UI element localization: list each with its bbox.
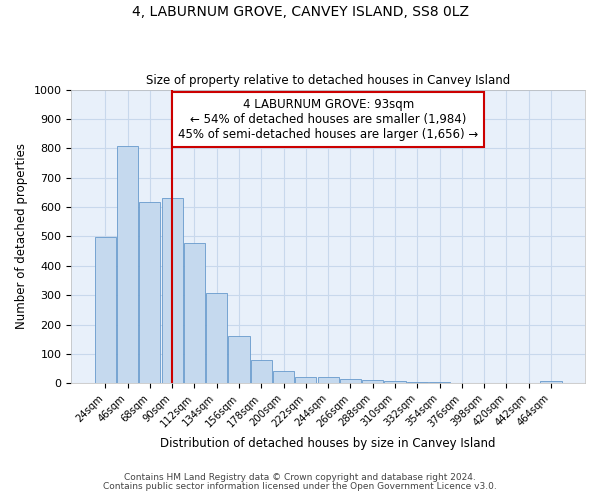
Bar <box>317 377 339 384</box>
Bar <box>295 377 316 384</box>
Bar <box>407 382 428 384</box>
Bar <box>184 243 205 384</box>
Bar <box>229 336 250 384</box>
Bar <box>117 146 138 384</box>
Bar <box>340 379 361 384</box>
Bar <box>139 202 160 384</box>
Text: 4 LABURNUM GROVE: 93sqm
← 54% of detached houses are smaller (1,984)
45% of semi: 4 LABURNUM GROVE: 93sqm ← 54% of detache… <box>178 98 478 142</box>
Title: Size of property relative to detached houses in Canvey Island: Size of property relative to detached ho… <box>146 74 510 87</box>
Bar <box>95 238 116 384</box>
X-axis label: Distribution of detached houses by size in Canvey Island: Distribution of detached houses by size … <box>160 437 496 450</box>
Bar <box>161 198 182 384</box>
Text: Contains public sector information licensed under the Open Government Licence v3: Contains public sector information licen… <box>103 482 497 491</box>
Bar <box>541 381 562 384</box>
Bar <box>429 382 450 384</box>
Bar <box>273 371 294 384</box>
Y-axis label: Number of detached properties: Number of detached properties <box>15 144 28 330</box>
Text: Contains HM Land Registry data © Crown copyright and database right 2024.: Contains HM Land Registry data © Crown c… <box>124 474 476 482</box>
Bar <box>206 293 227 384</box>
Bar <box>385 381 406 384</box>
Bar <box>251 360 272 384</box>
Text: 4, LABURNUM GROVE, CANVEY ISLAND, SS8 0LZ: 4, LABURNUM GROVE, CANVEY ISLAND, SS8 0L… <box>131 5 469 19</box>
Bar <box>362 380 383 384</box>
